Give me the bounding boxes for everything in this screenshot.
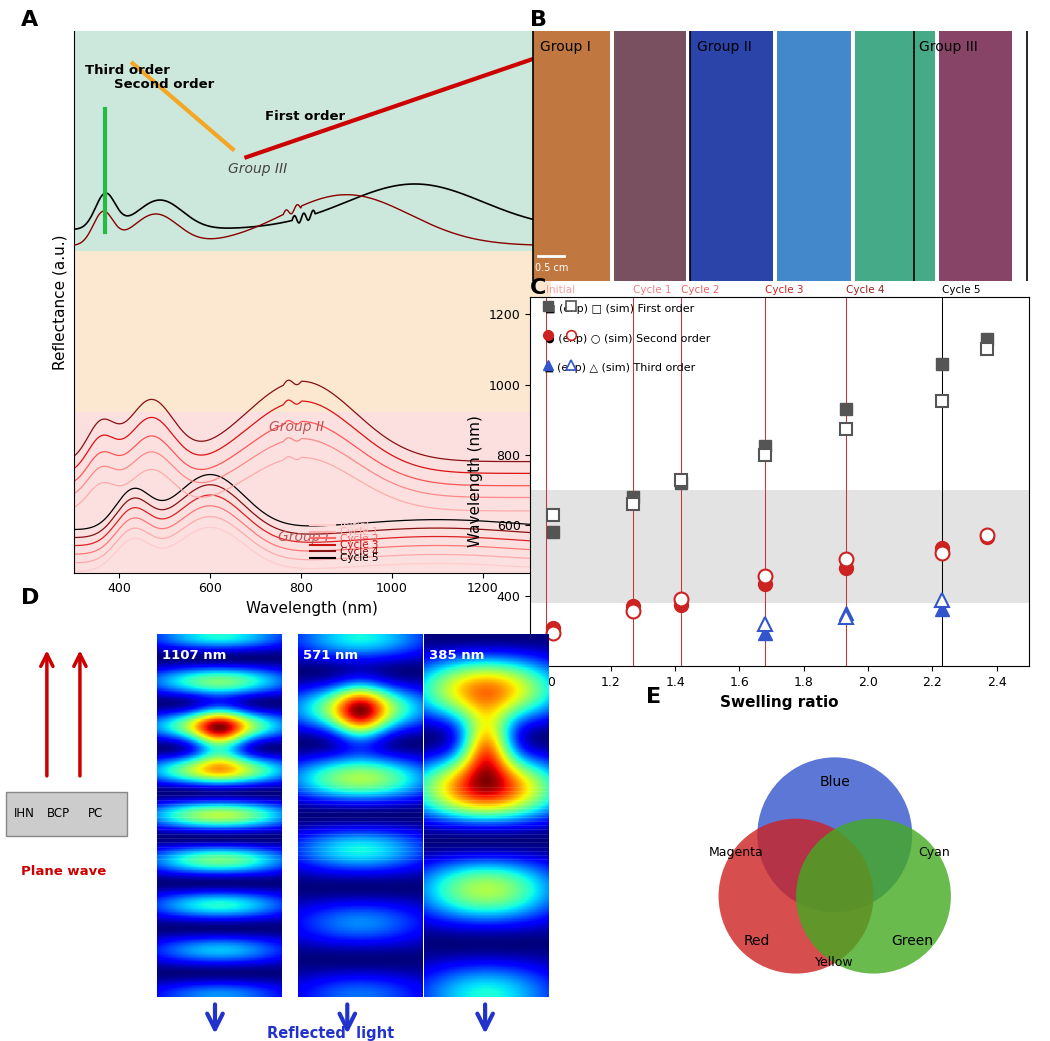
Bar [530,490,1029,603]
Text: B: B [530,10,547,30]
Bar [74,412,551,573]
Text: Cycle 3: Cycle 3 [765,285,803,295]
Circle shape [757,758,912,912]
Bar [532,31,610,281]
Text: 0.5 cm: 0.5 cm [534,263,568,273]
Text: Initial: Initial [546,285,575,295]
Text: Cycle 5: Cycle 5 [340,553,378,563]
Text: Blue: Blue [819,776,850,789]
Text: Magenta: Magenta [709,846,763,859]
Text: Red: Red [744,934,771,948]
Bar [74,31,551,251]
Bar [614,31,687,281]
Text: Cyan: Cyan [918,846,949,859]
Circle shape [718,818,874,973]
Text: Group II: Group II [697,41,752,54]
Text: ■ (exp) □ (sim) First order: ■ (exp) □ (sim) First order [545,304,694,314]
Text: 571 nm: 571 nm [302,649,358,662]
Text: C: C [530,278,547,298]
Text: Group III: Group III [920,41,978,54]
Text: Reflected  light: Reflected light [267,1026,395,1041]
Text: IHN: IHN [14,807,35,820]
Circle shape [796,818,951,973]
Text: Cycle 2: Cycle 2 [681,285,720,295]
Text: E: E [646,687,660,707]
Text: PC: PC [88,807,104,820]
Bar [856,31,936,281]
Text: 1107 nm: 1107 nm [162,649,227,662]
Y-axis label: Wavelength (nm): Wavelength (nm) [468,415,483,548]
Text: Cycle 5: Cycle 5 [942,285,981,295]
Text: Cycle 4: Cycle 4 [340,547,378,557]
Text: Third order: Third order [85,65,170,77]
Text: Second order: Second order [114,77,214,91]
Text: Initial: Initial [340,520,369,531]
Text: Cycle 1: Cycle 1 [633,285,672,295]
Text: Plane wave: Plane wave [21,865,106,878]
Text: Group I: Group I [541,41,591,54]
Text: Cycle 2: Cycle 2 [340,534,378,543]
X-axis label: Swelling ratio: Swelling ratio [720,694,839,710]
Bar [690,31,773,281]
Bar [940,31,1011,281]
Text: Yellow: Yellow [816,956,854,969]
Bar [5,792,127,836]
Bar [777,31,852,281]
Text: D: D [21,588,40,608]
Text: 385 nm: 385 nm [429,649,485,662]
Text: Group III: Group III [228,162,288,176]
Text: Cycle 1: Cycle 1 [340,528,378,537]
Text: Cycle 3: Cycle 3 [340,540,378,551]
Bar [74,251,551,412]
Text: Green: Green [891,934,933,948]
Y-axis label: Reflectance (a.u.): Reflectance (a.u.) [52,234,68,370]
Text: First order: First order [265,109,344,123]
X-axis label: Wavelength (nm): Wavelength (nm) [247,601,378,616]
Text: Cycle 4: Cycle 4 [845,285,884,295]
Text: ▲ (exp) △ (sim) Third order: ▲ (exp) △ (sim) Third order [545,363,695,374]
Text: Group I: Group I [278,531,330,544]
Text: A: A [21,10,38,30]
Text: Group II: Group II [269,420,324,433]
Text: ● (exp) ○ (sim) Second order: ● (exp) ○ (sim) Second order [545,333,711,344]
Text: BCP: BCP [47,807,70,820]
